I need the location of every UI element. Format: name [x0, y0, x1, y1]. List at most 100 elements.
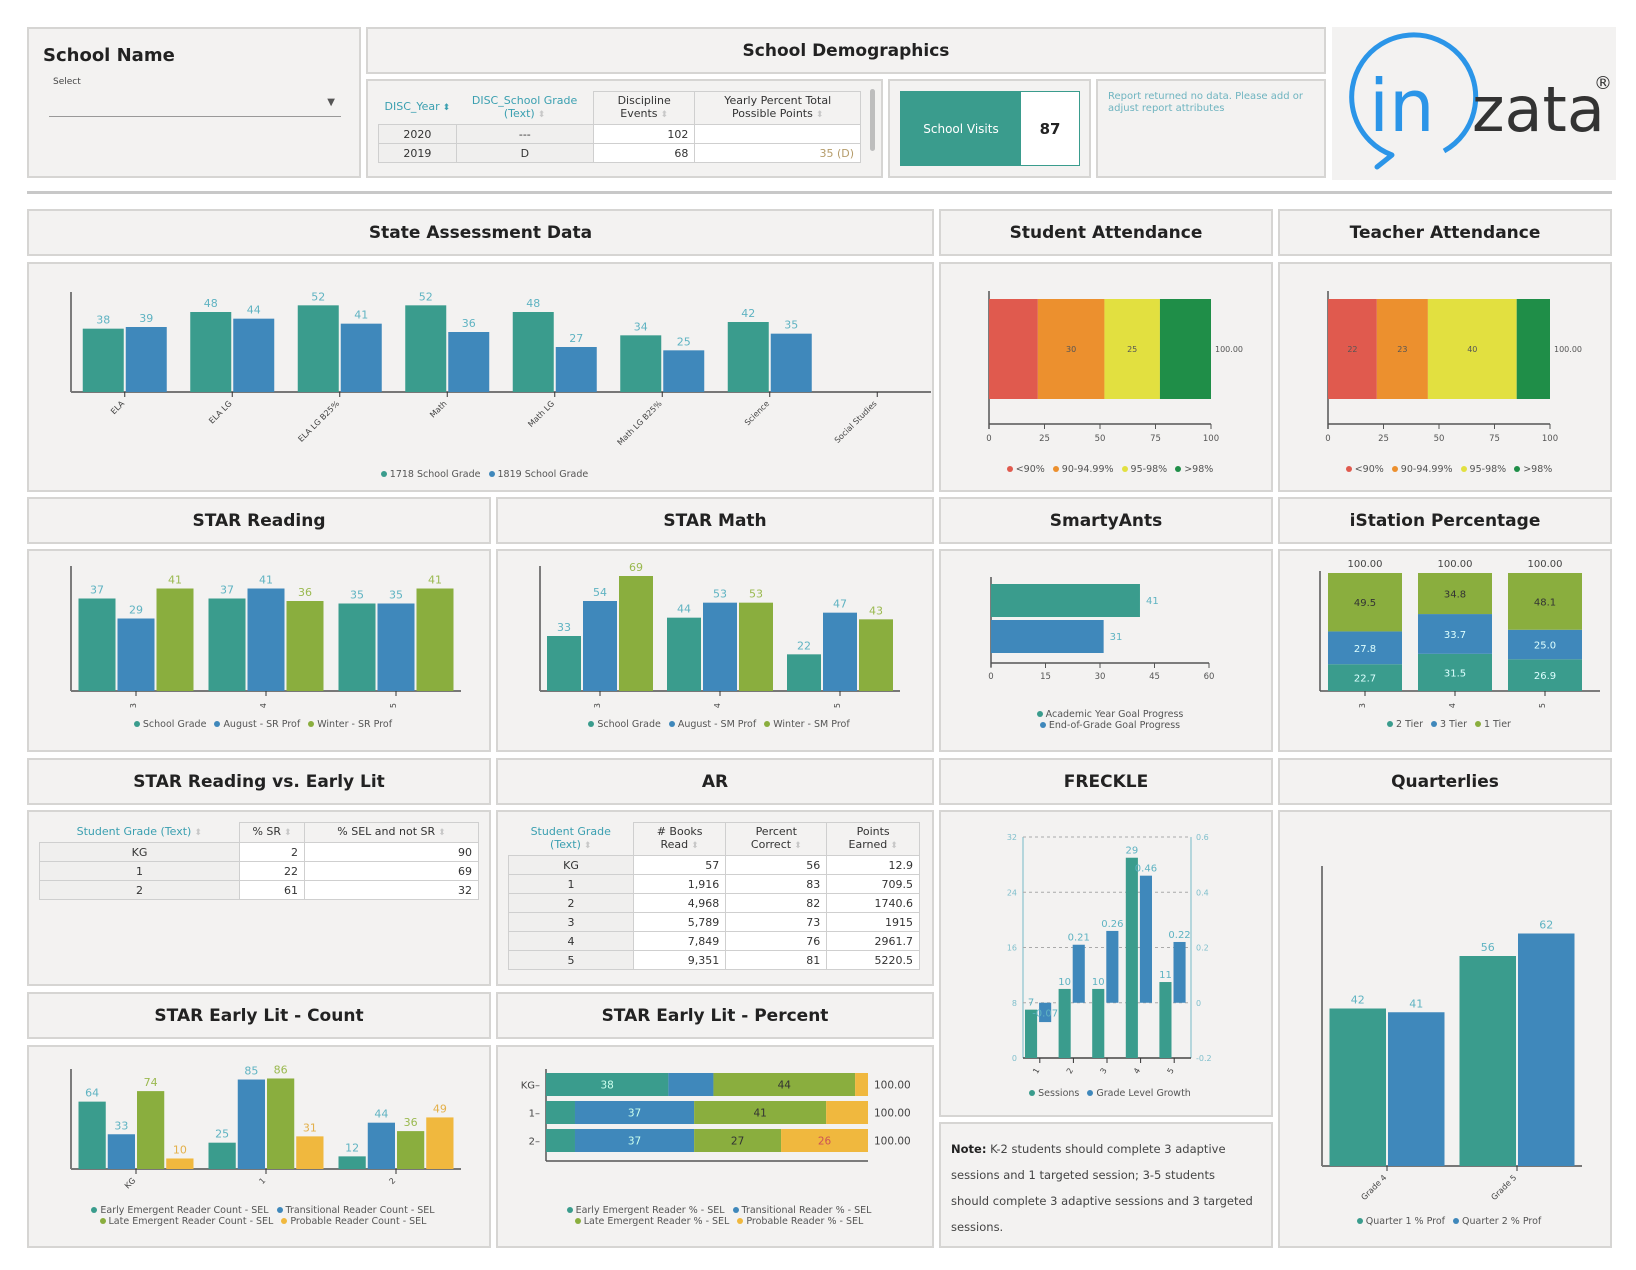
legend-item[interactable]: 1 Tier: [1467, 719, 1511, 730]
column-header-points-earned[interactable]: Points Earned ⬍: [826, 822, 920, 856]
legend-item[interactable]: Winter - SM Prof: [756, 719, 850, 730]
legend-item[interactable]: 1718 School Grade: [373, 469, 481, 480]
legend-label: End-of-Grade Goal Progress: [1048, 720, 1181, 731]
sort-icon[interactable]: ⬍: [890, 841, 898, 851]
sort-icon[interactable]: ⬍: [284, 828, 292, 838]
legend-dot-icon: [1391, 466, 1398, 472]
bar-segment: [1418, 573, 1492, 615]
legend-dot-icon: [1345, 466, 1352, 472]
sort-icon[interactable]: ⬍: [442, 103, 451, 114]
panel-title: STAR Math: [663, 510, 767, 531]
data-label: 41: [428, 574, 442, 587]
sort-icon[interactable]: ⬍: [691, 841, 699, 851]
column-header-disc-school-grade[interactable]: DISC_School Grade (Text) ⬍: [456, 91, 594, 125]
column-header-disc-year[interactable]: DISC_Year ⬍: [378, 91, 457, 125]
sort-icon[interactable]: ⬍: [537, 109, 546, 120]
legend-item[interactable]: Probable Reader Count - SEL: [273, 1216, 426, 1227]
legend-item[interactable]: Late Emergent Reader Count - SEL: [92, 1216, 273, 1227]
legend-label: 2 Tier: [1396, 719, 1424, 730]
column-header-books-read[interactable]: # Books Read ⬍: [632, 822, 727, 856]
freckle-note: Note: K-2 students should complete 3 ada…: [951, 1136, 1256, 1240]
legend-item[interactable]: 1819 School Grade: [481, 469, 588, 480]
bar: [739, 602, 773, 691]
school-name-dropdown[interactable]: ▼: [49, 89, 341, 117]
bar: [583, 601, 617, 691]
legend-item[interactable]: <90%: [999, 464, 1045, 475]
y-tick-label-right: 0.6: [1196, 833, 1209, 842]
bar: [619, 576, 653, 691]
sort-icon[interactable]: ⬍: [583, 840, 592, 851]
legend-item[interactable]: 95-98%: [1114, 464, 1167, 475]
legend-item[interactable]: August - SM Prof: [661, 719, 756, 730]
sort-icon[interactable]: ⬍: [815, 110, 824, 120]
legend-item[interactable]: 90-94.99%: [1384, 464, 1453, 475]
column-header-percent-correct[interactable]: Percent Correct ⬍: [725, 822, 828, 856]
column-header-yearly-percent[interactable]: Yearly Percent Total Possible Points ⬍: [694, 91, 861, 125]
legend-item[interactable]: 95-98%: [1453, 464, 1506, 475]
cell: 69: [304, 861, 479, 881]
ar-table: Student Grade (Text) ⬍ # Books Read ⬍ Perc…: [508, 822, 920, 970]
bar: [125, 327, 167, 392]
star-reading-chart: 3 37 29 41 4 37 41 36 5 35 35 41: [70, 566, 461, 708]
bar: [1388, 1012, 1445, 1166]
legend-label: Probable Reader % - SEL: [746, 1216, 864, 1227]
legend-item[interactable]: 90-94.99%: [1045, 464, 1114, 475]
bar: [620, 335, 662, 392]
legend-item[interactable]: School Grade: [580, 719, 661, 730]
bar: [267, 1078, 295, 1169]
legend-item[interactable]: >98%: [1506, 464, 1552, 475]
legend-dot-icon: [668, 721, 675, 727]
sort-icon[interactable]: ⬍: [660, 110, 669, 120]
legend-item[interactable]: Grade Level Growth: [1079, 1088, 1191, 1099]
bar: [663, 350, 705, 392]
cell: 4,968: [632, 893, 727, 913]
data-label: 29: [129, 604, 143, 617]
legend-item[interactable]: Academic Year Goal Progress: [1029, 709, 1183, 720]
legend-dot-icon: [1052, 466, 1059, 472]
legend-item[interactable]: August - SR Prof: [206, 719, 300, 730]
legend-item[interactable]: Sessions: [1021, 1088, 1079, 1099]
column-header-discipline-events[interactable]: Discipline Events ⬍: [592, 91, 696, 125]
sort-icon[interactable]: ⬍: [794, 841, 802, 851]
cell: KG: [508, 855, 634, 875]
total-label: 100.00: [1215, 345, 1243, 354]
legend-item[interactable]: Quarter 1 % Prof: [1349, 1216, 1445, 1227]
table-row: 2019 D 68 35 (D): [378, 143, 861, 163]
legend-item[interactable]: School Grade: [126, 719, 206, 730]
legend-item[interactable]: End-of-Grade Goal Progress: [1032, 720, 1180, 731]
column-header-student-grade[interactable]: Student Grade (Text) ⬍: [39, 822, 240, 843]
table-scrollbar[interactable]: [870, 89, 875, 151]
no-data-message: Report returned no data. Please add or a…: [1108, 91, 1303, 114]
quarterlies-chart: Grade 4 42 41 Grade 5 56 62: [1321, 866, 1582, 1202]
column-header-student-grade[interactable]: Student Grade (Text) ⬍: [508, 822, 634, 856]
legend-item[interactable]: Winter - SR Prof: [300, 719, 392, 730]
x-tick-label: Math LG: [526, 399, 556, 429]
legend-label: 1718 School Grade: [389, 469, 481, 480]
data-label: 41: [753, 1108, 766, 1120]
legend-item[interactable]: Quarter 2 % Prof: [1445, 1216, 1541, 1227]
table-row: 1 1,916 83 709.5: [508, 874, 920, 894]
sort-icon[interactable]: ⬍: [438, 828, 446, 838]
column-header-pct-sr[interactable]: % SR ⬍: [239, 822, 305, 843]
legend-item[interactable]: Transitional Reader % - SEL: [725, 1205, 871, 1216]
legend-item[interactable]: Early Emergent Reader % - SEL: [559, 1205, 725, 1216]
legend-item[interactable]: >98%: [1167, 464, 1213, 475]
bar: [448, 332, 490, 392]
legend-item[interactable]: <90%: [1338, 464, 1384, 475]
legend-item[interactable]: Probable Reader % - SEL: [729, 1216, 863, 1227]
x-tick-label: 100: [1203, 434, 1219, 444]
sort-icon[interactable]: ⬍: [194, 827, 202, 838]
cell: 82: [725, 893, 828, 913]
legend-label: 1 Tier: [1483, 719, 1511, 730]
legend-dot-icon: [1453, 1218, 1459, 1224]
bar-segment: [1376, 299, 1428, 399]
legend-item[interactable]: Transitional Reader Count - SEL: [269, 1205, 435, 1216]
legend-item[interactable]: 3 Tier: [1423, 719, 1467, 730]
legend-item[interactable]: Early Emergent Reader Count - SEL: [83, 1205, 269, 1216]
legend-item[interactable]: Late Emergent Reader % - SEL: [567, 1216, 729, 1227]
column-header-pct-sel[interactable]: % SEL and not SR ⬍: [304, 822, 479, 843]
table-row: 3 5,789 73 1915: [508, 912, 920, 932]
data-label: 62: [1539, 919, 1553, 932]
legend-item[interactable]: 2 Tier: [1379, 719, 1423, 730]
data-label: 38: [600, 1080, 613, 1092]
